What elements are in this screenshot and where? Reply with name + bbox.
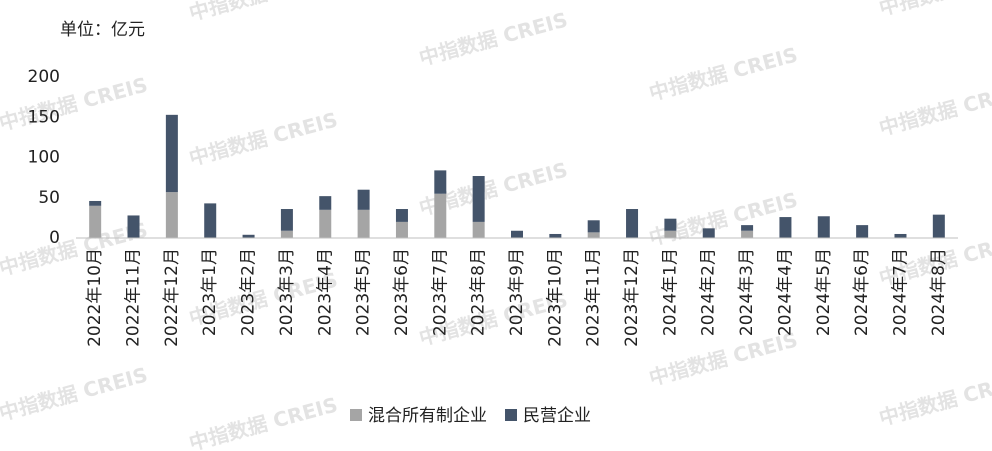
y-tick-label: 100	[28, 148, 60, 168]
x-tick-label: 2023年12月	[622, 248, 642, 347]
bar-segment	[472, 176, 485, 222]
x-tick-label: 2024年8月	[929, 248, 949, 336]
x-tick-label: 2023年5月	[354, 248, 374, 336]
bar-segment	[549, 233, 562, 238]
watermark: 中指数据 CREIS	[0, 72, 150, 135]
x-tick-label: 2023年7月	[430, 248, 450, 336]
legend-swatch	[505, 409, 517, 421]
y-tick-label: 50	[38, 188, 60, 208]
bar-segment	[856, 225, 869, 238]
x-tick-label: 2024年6月	[852, 248, 872, 336]
bar-segment	[779, 217, 792, 238]
watermark: 中指数据 CREIS	[187, 107, 341, 170]
x-tick-label: 2024年2月	[699, 248, 719, 336]
legend-swatch	[350, 409, 362, 421]
x-tick-label: 2023年1月	[200, 248, 220, 336]
bar-segment	[280, 230, 293, 238]
watermark: 中指数据 CREIS	[877, 367, 992, 430]
x-tick-label: 2022年10月	[85, 248, 105, 347]
bar-segment	[932, 214, 945, 238]
bar-segment	[319, 196, 332, 210]
x-tick-label: 2024年7月	[890, 248, 910, 336]
x-tick-label: 2023年4月	[315, 248, 335, 336]
y-tick-label: 200	[28, 67, 60, 87]
x-tick-label: 2024年1月	[660, 248, 680, 336]
bar-segment	[741, 225, 754, 231]
watermark: 中指数据 CREIS	[417, 7, 571, 70]
bar-segment	[434, 170, 447, 194]
watermark: 中指数据 CREIS	[647, 42, 801, 105]
bar-segment	[587, 232, 600, 238]
bar-segment	[395, 221, 408, 238]
bar-segment	[626, 209, 639, 238]
watermark: 中指数据 CREIS	[187, 0, 341, 25]
unit-label: 单位：亿元	[60, 20, 145, 40]
bar-segment	[89, 205, 102, 238]
bar-segment	[434, 193, 447, 238]
x-tick-label: 2023年2月	[239, 248, 259, 336]
bar-segment	[280, 209, 293, 231]
bar-segment	[165, 114, 178, 193]
bar-segment	[511, 230, 523, 238]
bar-segment	[127, 215, 140, 238]
legend-label: 民营企业	[523, 406, 591, 426]
bar-segment	[741, 230, 754, 238]
x-tick-label: 2023年10月	[545, 248, 565, 347]
x-tick-label: 2024年3月	[737, 248, 757, 336]
legend-label: 混合所有制企业	[368, 406, 487, 426]
bar-segment	[242, 234, 255, 238]
bar-segment	[664, 218, 677, 231]
y-tick-label: 150	[28, 107, 60, 127]
x-tick-label: 2023年3月	[277, 248, 297, 336]
bar-segment	[357, 209, 370, 238]
bar-segment	[702, 228, 715, 238]
x-tick-label: 2023年6月	[392, 248, 412, 336]
watermark: 中指数据 CREIS	[877, 0, 992, 20]
x-tick-label: 2023年11月	[584, 248, 604, 347]
bar-segment	[89, 200, 102, 206]
x-tick-label: 2022年11月	[124, 248, 144, 347]
bar-segment	[817, 216, 830, 238]
watermark: 中指数据 CREIS	[187, 392, 341, 451]
bar-segment	[395, 209, 408, 222]
bar-segment	[357, 189, 370, 210]
x-tick-label: 2023年9月	[507, 248, 527, 336]
y-tick-label: 0	[49, 228, 60, 248]
x-tick-label: 2023年8月	[469, 248, 489, 336]
bar-segment	[664, 230, 677, 238]
x-tick-label: 2022年12月	[162, 248, 182, 347]
watermark: 中指数据 CREIS	[0, 362, 150, 425]
x-tick-label: 2024年4月	[775, 248, 795, 336]
bar-segment	[319, 209, 332, 238]
bar-segment	[472, 221, 485, 238]
x-tick-label: 2024年5月	[814, 248, 834, 336]
bar-segment	[587, 220, 600, 233]
watermark: 中指数据 CREIS	[877, 77, 992, 140]
bar-segment	[894, 233, 907, 238]
bar-segment	[165, 192, 178, 238]
bar-segment	[204, 203, 217, 238]
